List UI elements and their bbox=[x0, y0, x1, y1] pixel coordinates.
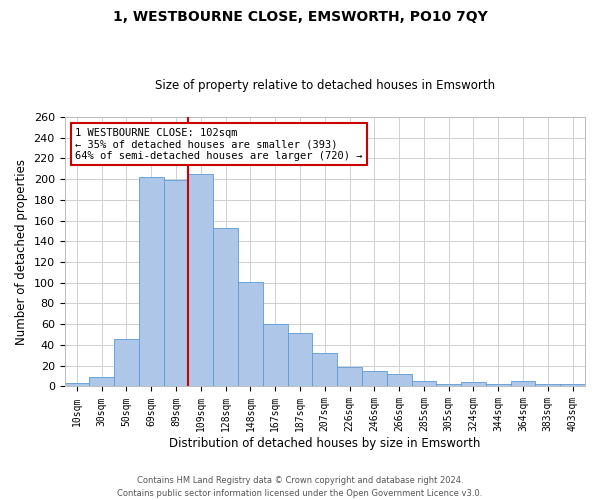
Bar bbox=[436, 384, 461, 386]
Title: Size of property relative to detached houses in Emsworth: Size of property relative to detached ho… bbox=[155, 79, 495, 92]
Y-axis label: Number of detached properties: Number of detached properties bbox=[15, 158, 28, 344]
Bar bbox=[188, 174, 213, 386]
Bar bbox=[114, 339, 139, 386]
Bar bbox=[387, 374, 412, 386]
Bar bbox=[313, 354, 337, 386]
Bar bbox=[535, 384, 560, 386]
Bar bbox=[139, 177, 164, 386]
Bar bbox=[560, 384, 585, 386]
Bar bbox=[486, 384, 511, 386]
Bar bbox=[89, 377, 114, 386]
Bar bbox=[213, 228, 238, 386]
Text: Contains HM Land Registry data © Crown copyright and database right 2024.
Contai: Contains HM Land Registry data © Crown c… bbox=[118, 476, 482, 498]
Bar bbox=[461, 382, 486, 386]
Bar bbox=[511, 382, 535, 386]
Bar bbox=[337, 367, 362, 386]
Bar bbox=[362, 371, 387, 386]
Bar bbox=[412, 382, 436, 386]
Bar bbox=[238, 282, 263, 387]
Text: 1 WESTBOURNE CLOSE: 102sqm
← 35% of detached houses are smaller (393)
64% of sem: 1 WESTBOURNE CLOSE: 102sqm ← 35% of deta… bbox=[75, 128, 362, 161]
X-axis label: Distribution of detached houses by size in Emsworth: Distribution of detached houses by size … bbox=[169, 437, 481, 450]
Bar bbox=[263, 324, 287, 386]
Bar bbox=[164, 180, 188, 386]
Bar bbox=[287, 332, 313, 386]
Bar bbox=[65, 384, 89, 386]
Text: 1, WESTBOURNE CLOSE, EMSWORTH, PO10 7QY: 1, WESTBOURNE CLOSE, EMSWORTH, PO10 7QY bbox=[113, 10, 487, 24]
